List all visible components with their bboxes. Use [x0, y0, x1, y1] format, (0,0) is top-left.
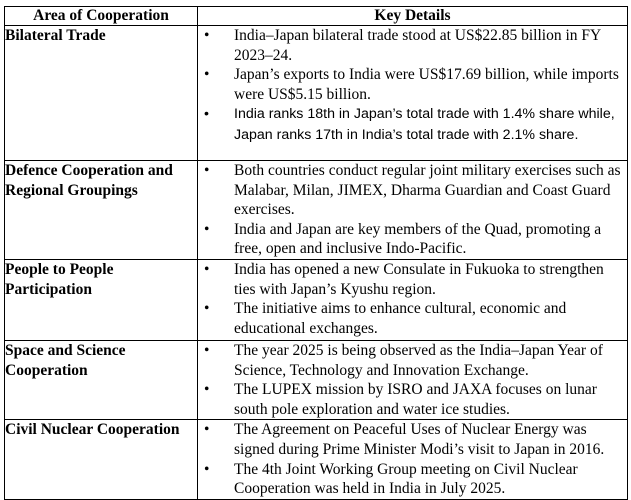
list-item: • The initiative aims to enhance cultural…: [204, 300, 567, 337]
area-cell: Defence Cooperation and Regional Groupin…: [4, 160, 198, 260]
list-item: • The Agreement on Peaceful Uses of Nucle…: [204, 421, 605, 458]
cooperation-table: Area of Cooperation Key Details Bilatera…: [4, 6, 628, 500]
list-item: • India and Japan are key members of the …: [204, 220, 602, 258]
table-row: Civil Nuclear Cooperation • The Agreement…: [4, 419, 628, 500]
details-cell: • Both countries conduct regular joint mi…: [197, 160, 628, 260]
list-item: • India–Japan bilateral trade stood at US…: [204, 27, 601, 64]
bullet-icon: •: [204, 300, 210, 318]
details-cell: • The Agreement on Peaceful Uses of Nucle…: [197, 419, 628, 500]
details-list: • The year 2025 is being observed as the …: [198, 341, 627, 419]
list-item: • The year 2025 is being observed as the …: [204, 341, 603, 379]
bullet-icon: •: [204, 381, 210, 399]
details-list: • The Agreement on Peaceful Uses of Nucle…: [198, 420, 627, 498]
list-item: • The LUPEX mission by ISRO and JAXA focu…: [204, 381, 597, 418]
bullet-icon: •: [204, 220, 210, 238]
list-item: • India has opened a new Consulate in Fuk…: [204, 260, 604, 298]
bullet-icon: •: [204, 421, 210, 439]
header-details: Key Details: [197, 6, 628, 26]
details-cell: • India–Japan bilateral trade stood at US…: [197, 25, 628, 161]
details-list: • India–Japan bilateral trade stood at US…: [198, 26, 627, 146]
bullet-icon: •: [204, 162, 210, 179]
table-row: People to People Participation • India ha…: [4, 258, 628, 341]
bullet-icon: •: [204, 260, 210, 278]
details-list: • India has opened a new Consulate in Fuk…: [198, 260, 627, 338]
header-area: Area of Cooperation: [4, 6, 198, 26]
bullet-icon: •: [204, 66, 210, 84]
header-row: Area of Cooperation Key Details: [4, 6, 628, 26]
area-cell: People to People Participation: [4, 258, 198, 341]
list-item: • Japan’s exports to India were US$17.69 …: [204, 66, 619, 103]
area-cell: Civil Nuclear Cooperation: [4, 419, 198, 500]
bullet-icon: •: [204, 27, 210, 44]
details-cell: • The year 2025 is being observed as the …: [197, 339, 628, 421]
list-item: • India ranks 18th in Japan’s total trade…: [204, 106, 615, 144]
bullet-icon: •: [204, 341, 210, 359]
table-row: Space and Science Cooperation • The year …: [4, 339, 628, 421]
area-cell: Space and Science Cooperation: [4, 339, 198, 421]
list-item: • Both countries conduct regular joint mi…: [204, 162, 621, 219]
table-row: Bilateral Trade • India–Japan bilateral t…: [4, 25, 628, 161]
area-cell: Bilateral Trade: [4, 25, 198, 161]
details-cell: • India has opened a new Consulate in Fuk…: [197, 258, 628, 341]
bullet-icon: •: [204, 106, 209, 123]
list-item: • The 4th Joint Working Group meeting on …: [204, 460, 578, 498]
details-list: • Both countries conduct regular joint mi…: [198, 161, 627, 259]
table-row: Defence Cooperation and Regional Groupin…: [4, 160, 628, 260]
bullet-icon: •: [204, 460, 210, 478]
